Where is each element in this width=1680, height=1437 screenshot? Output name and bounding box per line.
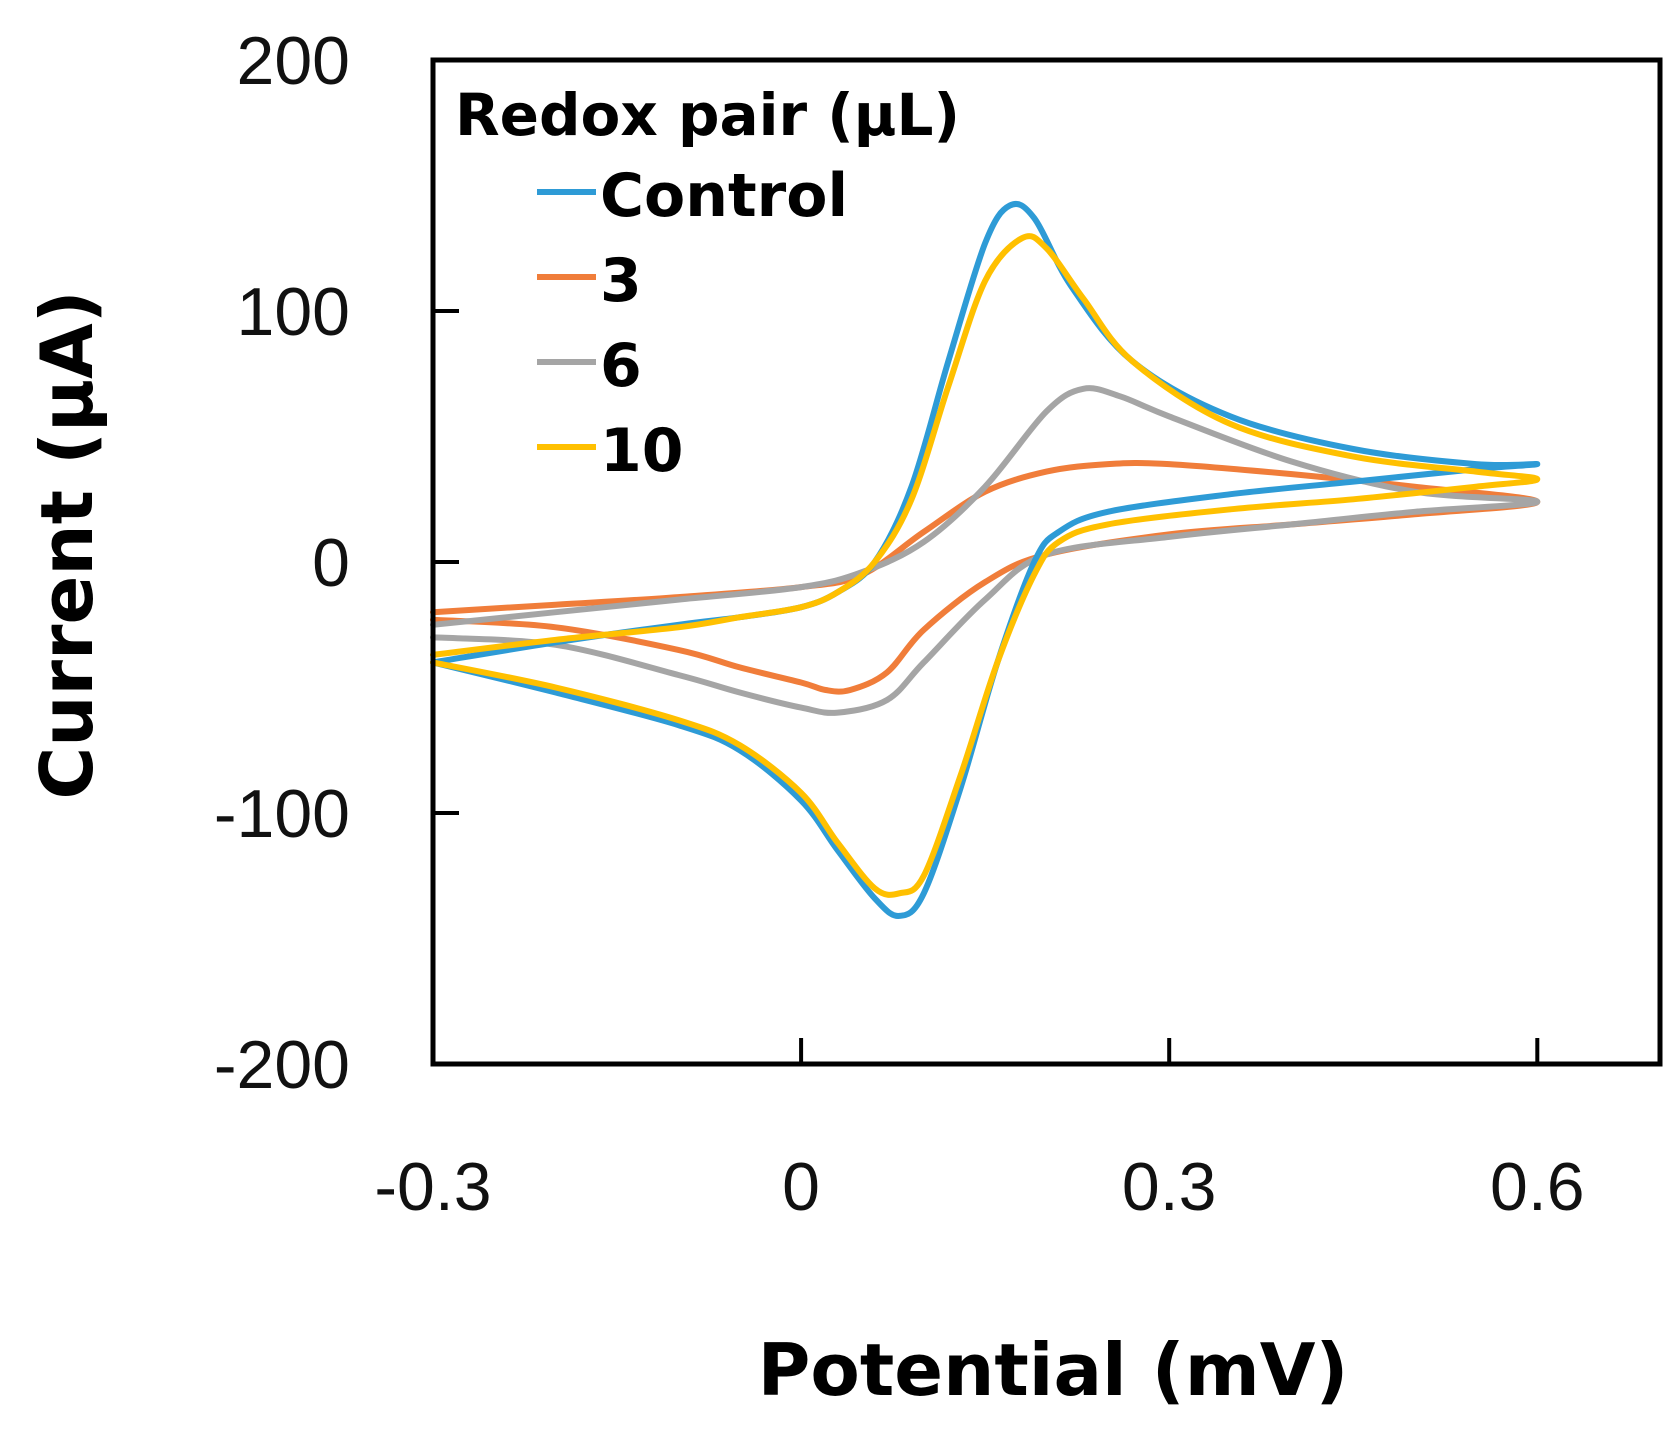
series-line-control [430, 200, 1541, 919]
legend-label-control: Control [600, 161, 848, 231]
y-tick-label: -100 [214, 776, 350, 852]
legend-title: Redox pair (μL) [455, 81, 960, 149]
legend-items: Control 3 6 10 [537, 161, 848, 486]
y-axis-title: Current (μA) [25, 290, 109, 799]
legend-label-10: 10 [600, 416, 684, 486]
x-tick-label: 0 [782, 1149, 820, 1225]
y-axis-ticks: -200 -100 0 100 200 [214, 23, 459, 1103]
x-axis-ticks: -0.3 0 0.3 0.6 [374, 1038, 1585, 1225]
y-tick-label: 0 [312, 525, 350, 601]
series-line-6 [430, 385, 1541, 716]
legend-label-3: 3 [600, 246, 642, 316]
x-tick-label: -0.3 [374, 1149, 491, 1225]
legend-label-6: 6 [600, 331, 642, 401]
x-tick-label: 0.6 [1490, 1149, 1585, 1225]
y-tick-label: -200 [214, 1027, 350, 1103]
series-line-10 [430, 233, 1541, 898]
y-tick-label: 200 [237, 23, 350, 99]
series-curves [430, 200, 1541, 919]
legend: Redox pair (μL) Control 3 6 10 [455, 81, 960, 486]
x-axis-title: Potential (mV) [758, 1328, 1349, 1412]
x-tick-label: 0.3 [1122, 1149, 1217, 1225]
y-tick-label: 100 [237, 274, 350, 350]
